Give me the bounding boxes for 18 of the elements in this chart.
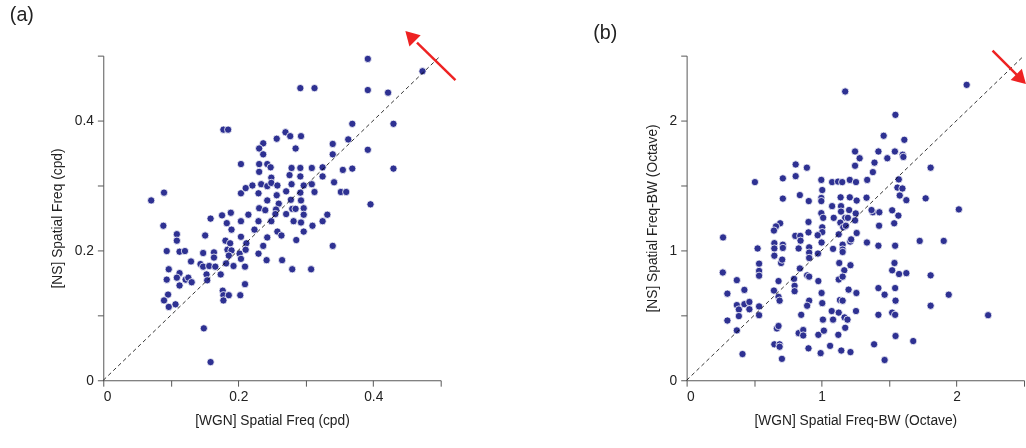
x-tick-label: 0.4 — [364, 389, 384, 405]
x-tick-label: 0 — [687, 389, 696, 405]
x-tick-label: 0 — [103, 389, 112, 405]
x-tick-label: 2 — [953, 389, 961, 405]
y-axis-title: [NS] Spatial Freq (cpd) — [50, 148, 66, 289]
y-tick-label: 0.4 — [74, 113, 95, 128]
x-axis-title: [WGN] Spatial Freq (cpd) — [195, 413, 350, 429]
y-tick-label: 0 — [86, 372, 95, 388]
y-tick-label: 2 — [669, 113, 678, 128]
chart-title: (a) — [9, 3, 34, 26]
y-tick-label: 0 — [669, 372, 678, 388]
chart-title: (b) — [593, 20, 618, 43]
x-axis-title: [WGN] Spatial Freq-BW (Octave) — [754, 413, 958, 429]
x-tick-label: 0.2 — [229, 389, 249, 405]
y-tick-label: 1 — [669, 242, 678, 258]
y-tick-label: 0.2 — [74, 242, 94, 258]
x-tick-label: 1 — [818, 389, 826, 405]
y-axis-title: [NS] Spatial Freq-BW (Octave) — [644, 124, 660, 313]
